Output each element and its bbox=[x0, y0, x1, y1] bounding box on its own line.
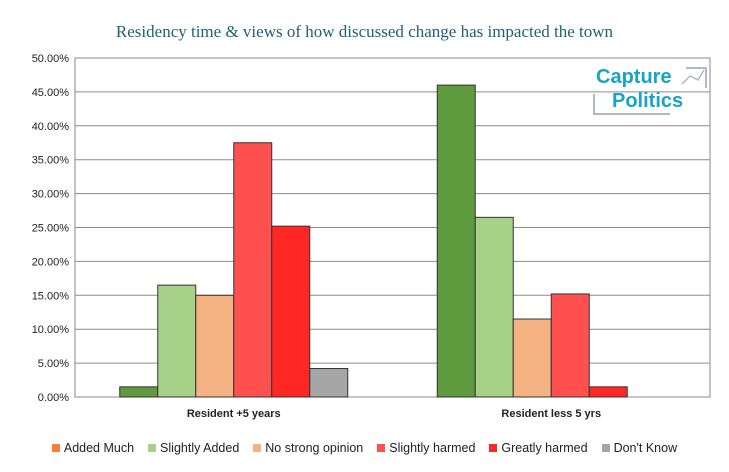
bar-added-much bbox=[436, 84, 476, 398]
logo-text-line1: Capture bbox=[596, 66, 672, 88]
legend-item: Slightly Added bbox=[148, 441, 239, 455]
y-tick-label: 0.00% bbox=[38, 392, 69, 404]
capture-politics-logo: Capture Politics bbox=[590, 64, 708, 118]
chart-legend: Added Much Slightly Added No strong opinio… bbox=[0, 441, 729, 455]
bar-slightly-harmed bbox=[233, 142, 273, 398]
legend-label: Greatly harmed bbox=[501, 441, 588, 455]
legend-item: Slightly harmed bbox=[377, 441, 475, 455]
logo-text-line2: Politics bbox=[612, 90, 684, 112]
legend-swatch bbox=[148, 444, 157, 452]
legend-label: Don't Know bbox=[613, 441, 678, 455]
legend-item: No strong opinion bbox=[253, 441, 363, 455]
y-tick-label: 35.00% bbox=[32, 155, 70, 167]
bar-greatly-harmed bbox=[588, 386, 628, 398]
y-tick-label: 25.00% bbox=[32, 223, 70, 235]
bar-greatly-harmed bbox=[271, 225, 311, 398]
y-tick-label: 5.00% bbox=[38, 358, 69, 370]
y-tick-label: 20.00% bbox=[32, 256, 70, 268]
x-category-label: Resident +5 years bbox=[187, 408, 281, 420]
chart-title: Residency time & views of how discussed … bbox=[115, 22, 614, 41]
legend-swatch bbox=[51, 444, 60, 452]
bar-no-strong-opinion bbox=[512, 318, 552, 398]
legend-swatch bbox=[377, 444, 386, 452]
y-tick-label: 45.00% bbox=[32, 87, 70, 99]
bar-slightly-added bbox=[474, 216, 514, 398]
legend-swatch bbox=[253, 444, 262, 452]
x-category-label: Resident less 5 yrs bbox=[501, 408, 601, 420]
bar-no-strong-opinion bbox=[195, 294, 235, 398]
legend-swatch bbox=[489, 444, 498, 452]
y-tick-label: 30.00% bbox=[32, 189, 70, 201]
legend-item: Greatly harmed bbox=[489, 441, 588, 455]
legend-label: Slightly Added bbox=[160, 441, 240, 455]
bar-don-t-know bbox=[309, 368, 349, 398]
legend-swatch bbox=[601, 444, 610, 452]
y-tick-label: 50.00% bbox=[32, 53, 70, 65]
legend-label: No strong opinion bbox=[265, 441, 364, 455]
y-tick-label: 10.00% bbox=[32, 324, 70, 336]
y-tick-label: 40.00% bbox=[32, 121, 70, 133]
bar-slightly-added bbox=[157, 284, 197, 398]
bar-added-much bbox=[119, 386, 159, 398]
legend-item: Added Much bbox=[51, 441, 135, 455]
legend-label: Added Much bbox=[63, 441, 135, 455]
bar-slightly-harmed bbox=[550, 293, 590, 398]
legend-label: Slightly harmed bbox=[389, 441, 476, 455]
y-tick-label: 15.00% bbox=[32, 290, 70, 302]
legend-item: Don't Know bbox=[601, 441, 678, 455]
